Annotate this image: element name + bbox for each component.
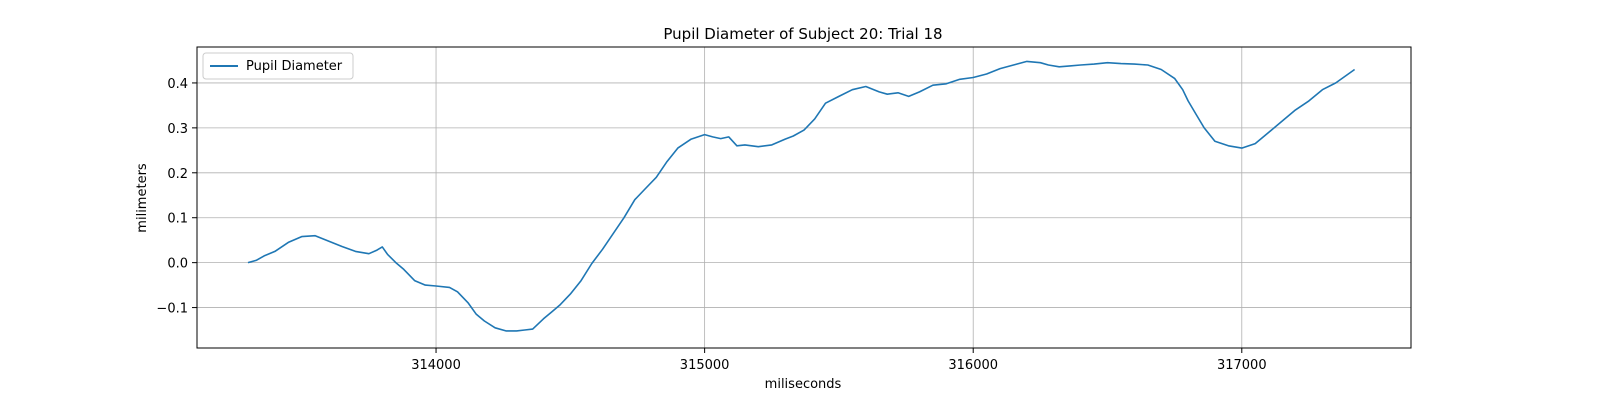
series-line-pupil-diameter	[247, 60, 1356, 332]
x-tick-label: 314000	[411, 358, 461, 373]
series-layer	[247, 60, 1356, 332]
y-tick-label: 0.2	[167, 167, 188, 182]
chart-title: Pupil Diameter of Subject 20: Trial 18	[663, 25, 942, 43]
legend-box	[202, 52, 354, 80]
y-axis-label: milimeters	[135, 163, 150, 233]
y-tick-label: −0.1	[156, 302, 188, 317]
legend-label-pupil-diameter: Pupil Diameter	[246, 59, 343, 74]
y-tick-label: 0.4	[167, 77, 188, 92]
x-axis-label: miliseconds	[765, 377, 842, 392]
y-tick-label: 0.0	[167, 257, 188, 272]
y-tick-label: 0.3	[167, 122, 188, 137]
x-tick-label: 315000	[680, 358, 730, 373]
x-axis: 314000 315000 316000 317000	[411, 348, 1267, 373]
x-tick-label: 317000	[1217, 358, 1267, 373]
gridlines	[197, 47, 1411, 348]
y-tick-label: 0.1	[167, 212, 188, 227]
x-tick-label: 316000	[948, 358, 998, 373]
legend: Pupil Diameter	[202, 52, 354, 80]
plot-frame	[196, 46, 1412, 349]
y-axis: −0.1 0.0 0.1 0.2 0.3 0.4	[156, 77, 197, 317]
